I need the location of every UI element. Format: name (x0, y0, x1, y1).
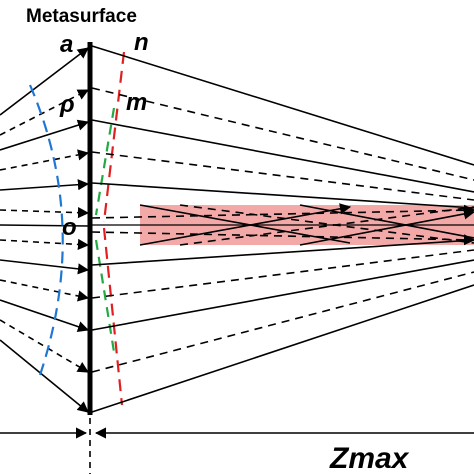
outgoing-ray (91, 182, 474, 209)
label-a: a (60, 31, 73, 58)
zmax-label: Zmax (329, 442, 410, 474)
phase-profile-m-line-lower (94, 239, 116, 353)
outgoing-ray (91, 119, 474, 193)
outgoing-ray (91, 151, 474, 201)
band-ray (139, 203, 352, 246)
incoming-ray (0, 89, 89, 136)
outgoing-ray (91, 249, 474, 299)
incoming-ray (0, 339, 89, 413)
band-ray (299, 204, 474, 239)
label-m: m (126, 89, 147, 116)
incoming-ray (0, 238, 90, 251)
incoming-ray (0, 279, 90, 302)
label-o: o (62, 214, 77, 241)
incoming-ray (0, 259, 90, 275)
phase-profile-n-line (102, 51, 126, 223)
phase-profile-m-line (94, 107, 116, 216)
incoming-ray (0, 224, 89, 227)
band-ray (179, 206, 474, 246)
outgoing-ray (91, 239, 474, 266)
incoming-ray (0, 149, 90, 171)
outgoing-rays (91, 45, 474, 413)
focal-band-rays (91, 203, 474, 246)
band-ray (179, 204, 474, 244)
outgoing-ray (91, 271, 474, 373)
incoming-ray (0, 179, 90, 191)
outgoing-ray (91, 284, 474, 413)
label-n: n (134, 29, 149, 56)
outgoing-ray (91, 87, 474, 181)
incoming-ray (0, 299, 90, 333)
incoming-rays (0, 47, 90, 413)
band-ray (139, 204, 351, 244)
incoming-ray (0, 47, 89, 116)
band-ray (91, 204, 474, 219)
band-ray (299, 208, 474, 246)
phase-profile-n-line-lower (102, 227, 124, 406)
incoming-ray (0, 207, 90, 219)
zmax-dimension (0, 418, 474, 474)
outgoing-ray (91, 45, 474, 166)
incoming-ray (0, 119, 90, 151)
metasurface-label: Metasurface (26, 6, 137, 27)
band-ray (91, 231, 474, 246)
incident-wavefront-curve (28, 84, 64, 376)
label-rho: ρ (59, 91, 75, 118)
outgoing-ray (91, 259, 474, 331)
